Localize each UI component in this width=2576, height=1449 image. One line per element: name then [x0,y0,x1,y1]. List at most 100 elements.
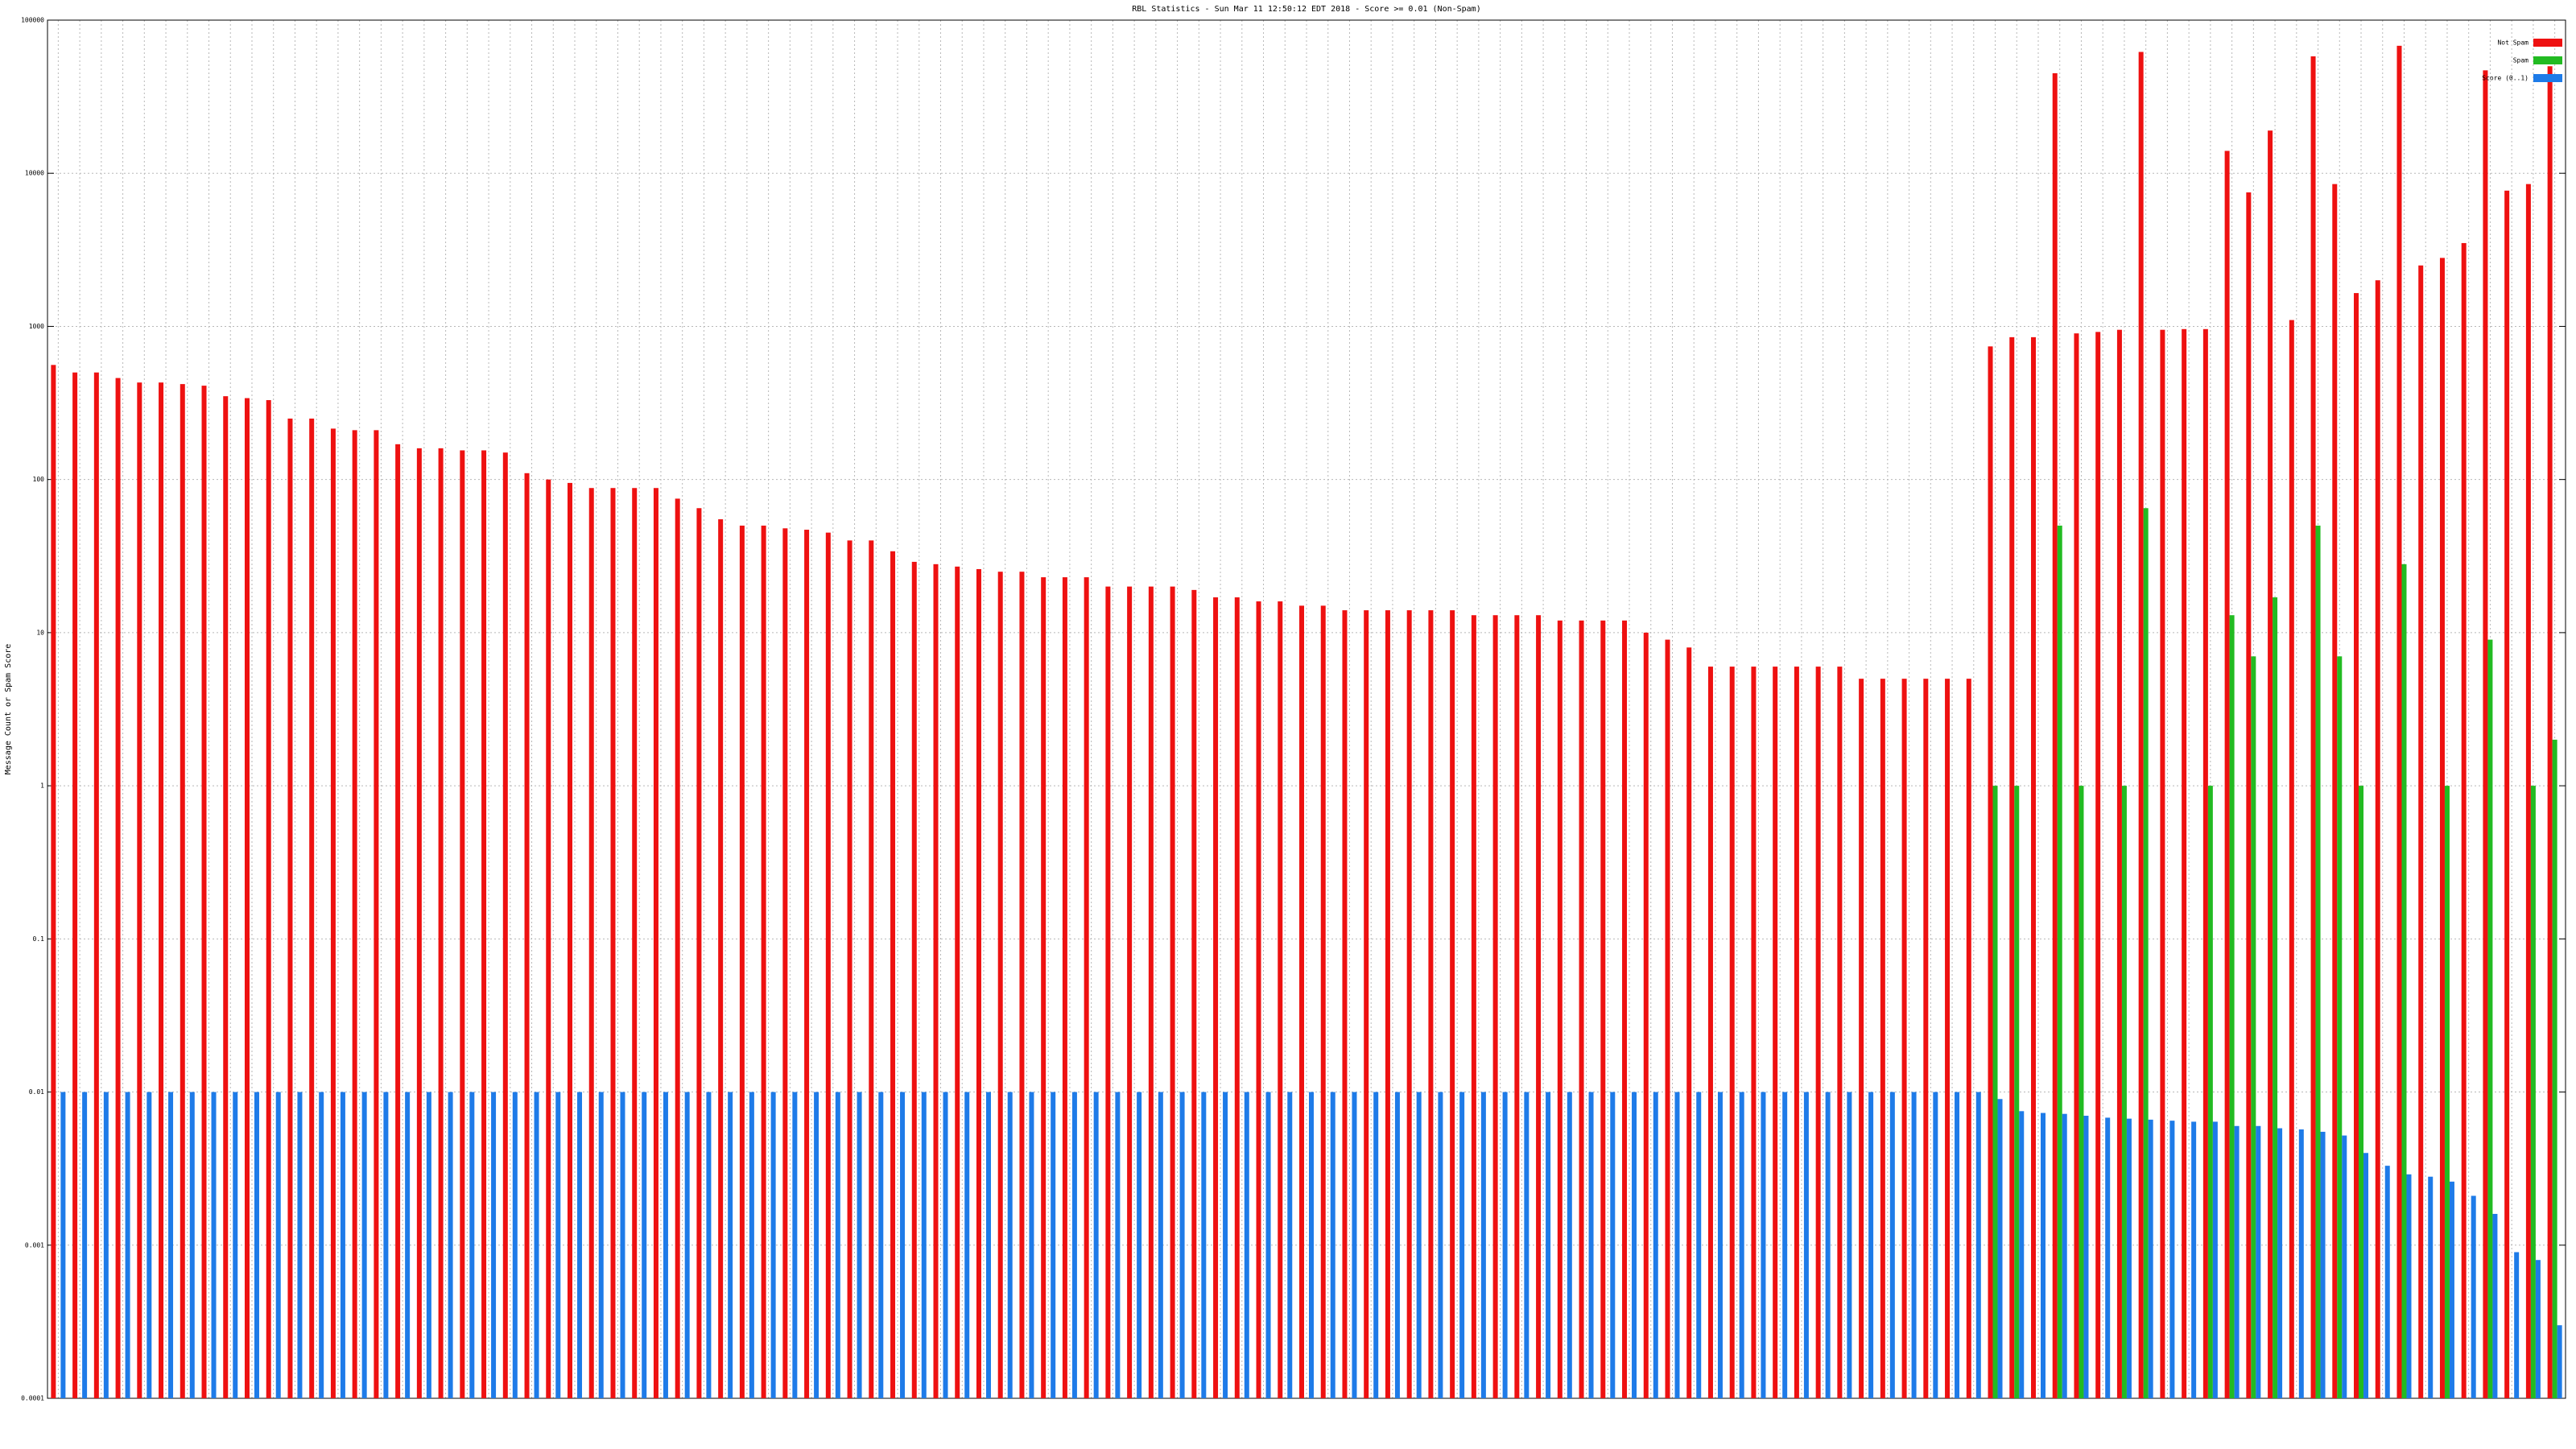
bar [2384,1166,2390,1398]
bar [718,519,724,1399]
bar [739,525,745,1399]
bar [2332,184,2338,1398]
bar [2289,320,2294,1398]
bar [168,1092,174,1398]
bar [761,525,766,1399]
bar [1966,679,1971,1398]
bar [2439,258,2445,1399]
bar [1992,786,1998,1398]
bar [137,382,142,1399]
bar [1471,615,1476,1398]
bar [2143,508,2149,1399]
bar [2148,1119,2153,1398]
bar [1794,667,1799,1398]
bar [1988,346,1993,1399]
bar [2052,72,2058,1399]
bar [1450,610,1455,1398]
bar [985,1092,991,1398]
bar [588,488,594,1398]
bar [1868,1092,1874,1398]
bar [309,418,315,1398]
bar [244,398,250,1398]
bar [319,1092,324,1398]
bar [825,532,831,1399]
y-tick-label: 10 [36,629,44,636]
bar [1287,1092,1293,1398]
bar [1567,1092,1572,1398]
bar [2444,786,2450,1398]
bar [1148,586,1154,1398]
bar [1536,615,1542,1398]
bar [555,1092,561,1398]
bar [2320,1131,2326,1398]
bar [1105,586,1111,1398]
y-tick-label: 1 [40,782,44,790]
bar [2359,786,2364,1398]
bar [383,1092,389,1398]
bar [534,1092,539,1398]
bar [1234,597,1240,1398]
bar [675,498,680,1398]
bar [1739,1092,1744,1398]
bar [857,1092,862,1398]
bar [1632,1092,1637,1398]
bar [82,1092,88,1398]
bar [2268,130,2273,1398]
bar [943,1092,948,1398]
bar [2062,1113,2067,1398]
bar [1674,1092,1680,1398]
bar [2019,1111,2025,1398]
bar [1158,1092,1163,1398]
y-tick-label: 0.1 [33,935,45,943]
bar [416,448,422,1398]
bar [1686,647,1692,1398]
y-axis-label: Message Count or Spam Score [4,644,13,775]
bar [1007,1092,1013,1398]
bar [1889,1092,1895,1398]
bar [878,1092,884,1398]
bar [2535,1260,2541,1398]
bar [2461,242,2467,1398]
bar [1707,667,1713,1398]
bar [1342,610,1348,1398]
bar [1622,620,1628,1398]
bar [890,551,896,1398]
bar [1923,679,1929,1398]
bar [577,1092,583,1398]
bar [598,1092,604,1398]
bar [2040,1113,2046,1398]
bar [1847,1092,1852,1398]
bar [352,430,357,1398]
bar [1761,1092,1766,1398]
bar [405,1092,411,1398]
bar [1320,605,1326,1398]
y-tick-label: 100 [33,476,45,483]
bar [2504,190,2510,1398]
bar [933,564,939,1398]
bar [1352,1092,1357,1398]
bar [426,1092,431,1398]
bar [2396,45,2402,1399]
bar [1438,1092,1443,1398]
bar [297,1092,303,1398]
y-tick-label: 10000 [25,170,44,177]
bar [696,508,702,1399]
bar [1265,1092,1271,1398]
bar [1084,577,1089,1398]
bar [900,1092,906,1398]
bar [1385,610,1390,1398]
bar [2246,192,2252,1399]
bar [2207,786,2213,1398]
bar [189,1092,195,1398]
bar [125,1092,130,1398]
bar [911,561,917,1398]
bar [804,530,810,1398]
bar [1524,1092,1530,1398]
bar [2079,786,2084,1398]
bar [1127,586,1133,1398]
bar [147,1092,152,1398]
bar [2471,1195,2476,1398]
bar [2191,1121,2197,1398]
bar [782,528,788,1398]
bar [201,386,207,1398]
